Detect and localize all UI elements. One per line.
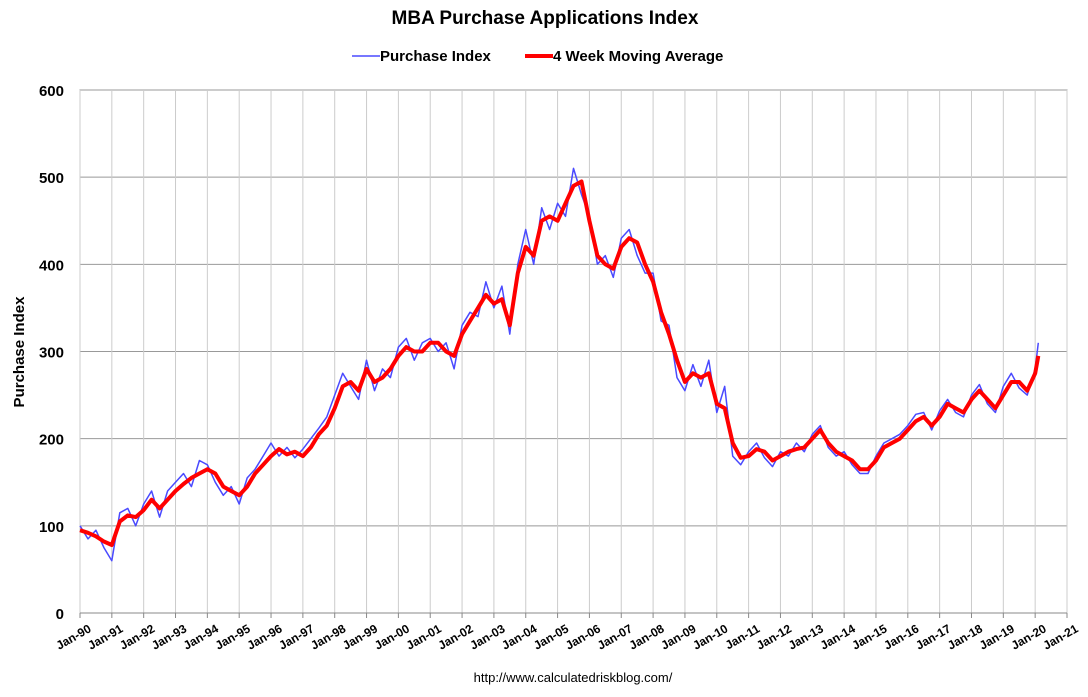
x-tick-label: Jan-09 [658, 621, 698, 652]
x-tick-label: Jan-15 [850, 621, 890, 652]
chart-title: MBA Purchase Applications Index [392, 8, 699, 29]
y-tick-label: 300 [39, 345, 64, 362]
source-note: http://www.calculatedriskblog.com/ [474, 670, 673, 685]
x-tick-label: Jan-93 [149, 621, 189, 652]
x-tick-label: Jan-02 [436, 621, 476, 652]
x-tick-label: Jan-99 [340, 621, 380, 652]
y-tick-label: 400 [39, 257, 64, 274]
x-tick-label: Jan-16 [881, 621, 921, 652]
x-tick-label: Jan-12 [754, 621, 794, 652]
legend-label: Purchase Index [380, 48, 492, 65]
x-tick-label: Jan-96 [245, 621, 285, 652]
x-tick-label: Jan-21 [1041, 621, 1081, 652]
x-tick-label: Jan-95 [213, 621, 253, 652]
y-tick-label: 0 [56, 606, 64, 623]
x-tick-label: Jan-05 [531, 621, 571, 652]
y-tick-label: 600 [39, 83, 64, 100]
x-tick-label: Jan-03 [467, 621, 507, 652]
x-tick-label: Jan-06 [563, 621, 603, 652]
x-tick-label: Jan-20 [1009, 621, 1049, 652]
y-tick-label: 500 [39, 170, 64, 187]
x-tick-label: Jan-04 [499, 621, 539, 652]
x-tick-label: Jan-14 [818, 621, 858, 652]
x-tick-label: Jan-10 [690, 621, 730, 652]
x-tick-label: Jan-00 [372, 621, 412, 652]
legend-label: 4 Week Moving Average [553, 48, 723, 65]
x-tick-label: Jan-19 [977, 621, 1017, 652]
x-tick-label: Jan-98 [308, 621, 348, 652]
x-tick-label: Jan-01 [404, 621, 444, 652]
y-tick-label: 100 [39, 519, 64, 536]
x-tick-label: Jan-17 [913, 621, 953, 652]
x-tick-label: Jan-07 [595, 621, 635, 652]
x-tick-label: Jan-97 [276, 621, 316, 652]
x-tick-label: Jan-18 [945, 621, 985, 652]
x-tick-label: Jan-92 [117, 621, 157, 652]
x-tick-label: Jan-08 [627, 621, 667, 652]
x-tick-label: Jan-11 [723, 621, 763, 652]
series-line [79, 179, 1041, 547]
x-tick-label: Jan-94 [181, 621, 221, 652]
y-tick-label: 200 [39, 432, 64, 449]
y-axis-label: Purchase Index [11, 296, 28, 408]
x-tick-label: Jan-13 [786, 621, 826, 652]
x-tick-label: Jan-90 [54, 621, 94, 652]
x-tick-label: Jan-91 [85, 621, 125, 652]
